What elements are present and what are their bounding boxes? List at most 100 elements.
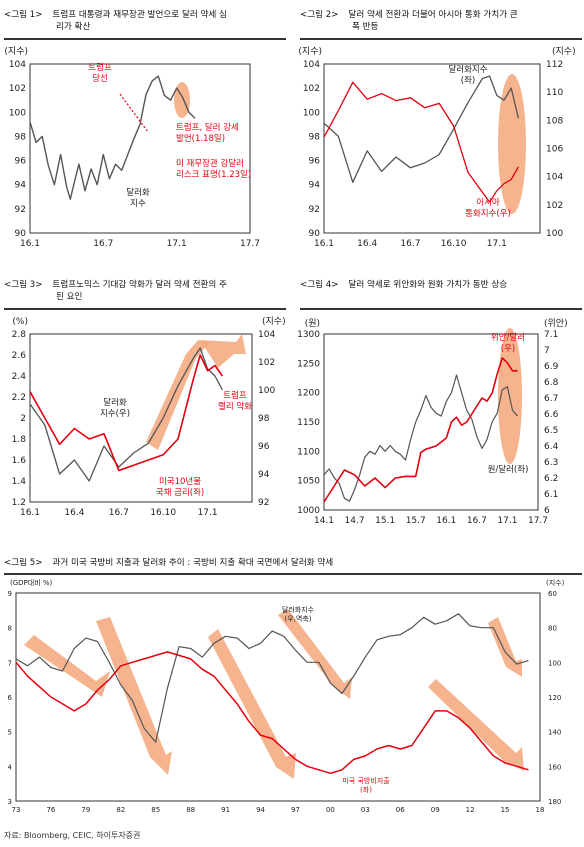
chart2-x-tick-label: 16.4 bbox=[357, 239, 377, 249]
chart2-y-right-unit: (지수) bbox=[552, 46, 576, 57]
chart5-x-tick-label: 79 bbox=[81, 806, 90, 814]
chart3-x-tick-label: 16.7 bbox=[109, 508, 129, 518]
chart1-annotation-trump-win: 트럼프 bbox=[88, 63, 112, 73]
figure-4-number: <그림 4> bbox=[300, 280, 339, 290]
chart3-x-tick-label: 16.10 bbox=[150, 508, 176, 518]
figure-3-rule bbox=[4, 308, 286, 310]
chart4-annotation-cny: 위안/달러 bbox=[491, 332, 525, 343]
chart5-x-tick-label: 09 bbox=[431, 806, 440, 814]
chart2-y-left-tick-label: 102 bbox=[303, 84, 320, 94]
chart2-highlight-ellipse bbox=[498, 74, 526, 214]
chart1-plot-frame bbox=[29, 63, 251, 234]
chart1-y-tick-label: 102 bbox=[9, 84, 26, 94]
chart3-y-left-tick-label: 2.6 bbox=[12, 351, 27, 361]
chart1-annotation-dollar: 지수 bbox=[130, 199, 146, 209]
chart3-annotation-dollar: 지수(우) bbox=[100, 409, 130, 419]
chart4-y-right-tick-label: 6.7 bbox=[544, 394, 558, 404]
figure-2-rule bbox=[300, 38, 582, 40]
chart5-x-tick-label: 82 bbox=[116, 806, 125, 814]
chart2-x-tick-label: 16.10 bbox=[441, 239, 467, 249]
figure-1-line1: 트럼프 대통령과 재무장관 발언으로 달러 약세 심 bbox=[52, 10, 227, 20]
chart4-plot-frame bbox=[323, 333, 539, 511]
chart2-x-tick-label: 16.1 bbox=[314, 239, 334, 249]
chart3-reversal-arrow bbox=[200, 334, 246, 368]
chart5-y-left-unit: (GDP대비 %) bbox=[10, 578, 53, 587]
figure-5-number: <그림 5> bbox=[4, 558, 43, 568]
chart1-x-tick-label: 16.1 bbox=[20, 239, 40, 249]
chart5-x-tick-label: 76 bbox=[46, 806, 55, 814]
chart4-y-right-tick-label: 6.4 bbox=[544, 442, 559, 452]
chart5-arrow-4 bbox=[278, 609, 352, 699]
figure-3-title: <그림 3> 트럼프노믹스 기대감 약화가 달러 약세 전환의 주 된 요인 bbox=[4, 279, 286, 303]
chart2-series-dollar-index bbox=[323, 75, 520, 183]
chart5-arrow-2 bbox=[96, 617, 172, 775]
chart5-y-left-tick-label: 4 bbox=[8, 763, 13, 771]
chart3-y-left-tick-label: 2.8 bbox=[12, 330, 27, 340]
chart4-y-left-tick-label: 1250 bbox=[297, 359, 320, 369]
chart2-plot-frame bbox=[323, 63, 541, 234]
chart3-y-left-tick-label: 1.6 bbox=[12, 456, 27, 466]
chart5-annotation-dollar: (우,역축) bbox=[284, 614, 311, 623]
chart5-y-left-tick-label: 7 bbox=[8, 659, 12, 667]
chart4-y-right-tick-label: 6.2 bbox=[544, 474, 558, 484]
chart3-y-right-tick-label: 100 bbox=[258, 386, 275, 396]
chart4-y-right-tick-label: 6.5 bbox=[544, 426, 558, 436]
chart5-x-tick-label: 85 bbox=[151, 806, 160, 814]
figure-3-line2: 된 요인 bbox=[56, 292, 83, 302]
chart2-series-asia-currency bbox=[323, 81, 519, 203]
chart2-y-left-tick-label: 98 bbox=[309, 132, 321, 142]
chart2-y-left-unit: (지수) bbox=[298, 46, 322, 57]
chart5-y-left-tick-label: 3 bbox=[8, 798, 12, 806]
chart1-annotation-leader bbox=[119, 93, 149, 133]
chart4-x-tick-label: 17.7 bbox=[528, 516, 548, 526]
chart4-y-left-tick-label: 1000 bbox=[297, 506, 320, 516]
chart3-annotation-trump-rally: 랠리 약화 bbox=[218, 401, 252, 412]
chart3-y-right-tick-label: 98 bbox=[258, 414, 270, 424]
chart5-x-tick-label: 91 bbox=[221, 806, 230, 814]
chart2-y-right-tick-label: 106 bbox=[546, 145, 563, 155]
chart2-y-left-tick-label: 96 bbox=[309, 157, 321, 167]
chart4-y-right-unit: (위안) bbox=[544, 318, 568, 329]
chart5-series-defense-spending bbox=[15, 651, 529, 775]
chart5-annotation-dollar: 달러화지수 bbox=[282, 605, 315, 614]
source-note: 자료: Bloomberg, CEIC, 하이투자증권 bbox=[4, 831, 141, 840]
chart1-x-tick-label: 17.1 bbox=[167, 239, 187, 249]
chart5-x-tick-label: 97 bbox=[291, 806, 300, 814]
chart1-annotation-treasury: 미 재무장관 강달러 bbox=[176, 158, 244, 169]
chart4-y-right-tick-label: 7 bbox=[544, 346, 550, 356]
chart5-annotation-defense: (좌) bbox=[360, 785, 372, 794]
chart1-highlight-ellipse bbox=[174, 82, 190, 118]
chart4-x-tick-label: 14.7 bbox=[345, 516, 365, 526]
chart1-annotation-trump-remark: 발언(1.18일) bbox=[176, 133, 225, 144]
chart4-y-right-tick-label: 6.3 bbox=[544, 458, 558, 468]
chart3-y-right-tick-label: 102 bbox=[258, 358, 275, 368]
chart2-y-left-tick-label: 94 bbox=[309, 181, 321, 191]
chart2-annotation-dollar: (좌) bbox=[461, 76, 475, 86]
chart3-y-right-tick-label: 96 bbox=[258, 442, 270, 452]
chart2-y-right-tick-label: 102 bbox=[546, 201, 563, 211]
chart4-annotation-krw: 원/달러(좌) bbox=[488, 464, 529, 475]
chart5-y-right-tick-label: 160 bbox=[548, 763, 561, 771]
chart2-x-tick-label: 16.7 bbox=[400, 239, 420, 249]
chart3-y-right-tick-label: 104 bbox=[258, 330, 275, 340]
chart2-y-left-tick-label: 90 bbox=[309, 229, 321, 239]
chart3-y-left-tick-label: 1.4 bbox=[12, 477, 27, 487]
chart1-y-unit: (지수) bbox=[4, 46, 28, 57]
figure-1-line2: 리가 확산 bbox=[56, 22, 91, 32]
chart-3: (%) (지수) 1.2 1.4 1.6 1.8 2 2.2 2.4 2.6 2.8 92 94 96 98… bbox=[12, 316, 286, 518]
chart5-y-right-tick-label: 140 bbox=[548, 729, 561, 737]
chart1-series-dollar-index bbox=[29, 75, 196, 200]
figure-5-rule bbox=[4, 573, 582, 575]
figure-2-line2: 폭 반등 bbox=[352, 22, 379, 32]
chart5-arrow-1 bbox=[24, 635, 110, 697]
figure-3-line1: 트럼프노믹스 기대감 약화가 달러 약세 전환의 주 bbox=[52, 280, 227, 290]
chart1-y-tick-label: 94 bbox=[15, 181, 27, 191]
chart5-y-left-tick-label: 6 bbox=[8, 694, 13, 702]
chart5-plot-frame bbox=[15, 592, 541, 802]
chart2-y-left-tick-label: 104 bbox=[303, 60, 320, 70]
chart3-y-right-unit: (지수) bbox=[262, 316, 286, 327]
chart3-x-tick-label: 17.1 bbox=[198, 508, 218, 518]
chart5-arrow-5 bbox=[428, 679, 524, 771]
chart4-annotation-cny: (우) bbox=[501, 344, 515, 354]
chart3-y-right-tick-label: 94 bbox=[258, 470, 270, 480]
